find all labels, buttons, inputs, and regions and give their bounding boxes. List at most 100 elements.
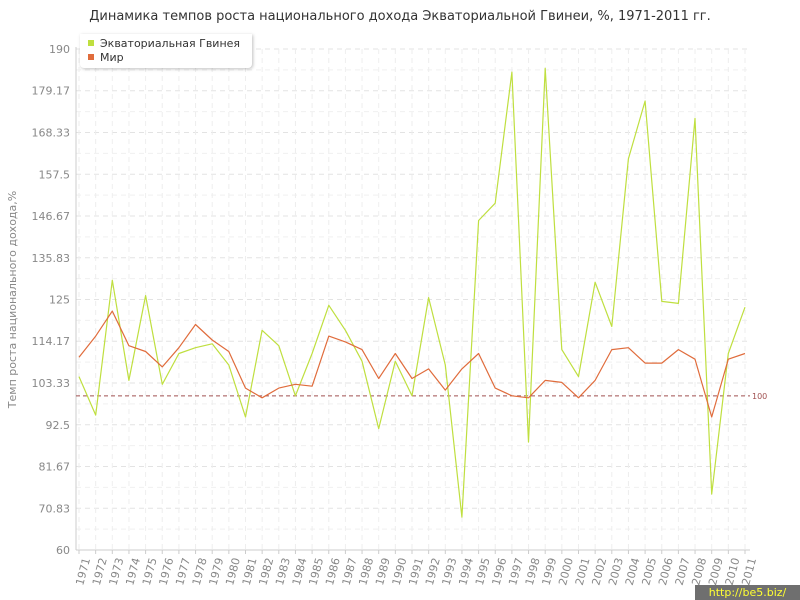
legend-swatch bbox=[88, 54, 94, 60]
y-tick-label: 135.83 bbox=[32, 252, 71, 265]
data-point bbox=[145, 351, 147, 353]
data-point bbox=[378, 378, 380, 380]
data-point bbox=[627, 347, 629, 349]
data-point bbox=[694, 117, 696, 119]
data-point bbox=[677, 302, 679, 304]
y-tick-label: 92.5 bbox=[46, 419, 71, 432]
data-point bbox=[611, 325, 613, 327]
data-point bbox=[261, 397, 263, 399]
data-point bbox=[161, 383, 163, 385]
reference-line-group: 100 bbox=[76, 392, 767, 401]
data-point bbox=[744, 352, 746, 354]
data-point bbox=[294, 395, 296, 397]
data-point bbox=[128, 379, 130, 381]
legend-label: Мир bbox=[100, 51, 124, 64]
data-point bbox=[95, 335, 97, 337]
data-point bbox=[494, 202, 496, 204]
data-point bbox=[461, 516, 463, 518]
data-point bbox=[528, 397, 530, 399]
data-point bbox=[78, 356, 80, 358]
data-point bbox=[644, 100, 646, 102]
data-point bbox=[511, 395, 513, 397]
y-tick-label: 179.17 bbox=[32, 85, 71, 98]
data-point bbox=[478, 219, 480, 221]
data-point bbox=[578, 397, 580, 399]
data-point bbox=[627, 158, 629, 160]
y-tick-label: 190 bbox=[49, 43, 70, 56]
legend-item-equatorial-guinea[interactable]: Экваториальная Гвинея bbox=[88, 37, 240, 51]
y-tick-label: 168.33 bbox=[32, 127, 71, 140]
data-point bbox=[278, 345, 280, 347]
legend: Экваториальная Гвинея Мир bbox=[80, 34, 252, 68]
data-point bbox=[428, 368, 430, 370]
data-point bbox=[578, 376, 580, 378]
data-point bbox=[111, 279, 113, 281]
data-point bbox=[178, 352, 180, 354]
data-point bbox=[661, 300, 663, 302]
data-point bbox=[561, 381, 563, 383]
data-point bbox=[161, 366, 163, 368]
data-point bbox=[195, 347, 197, 349]
data-point bbox=[261, 329, 263, 331]
axes bbox=[75, 47, 750, 554]
series-line-equatorial-guinea bbox=[78, 67, 746, 518]
y-tick-label: 114.17 bbox=[32, 335, 71, 348]
data-point bbox=[411, 395, 413, 397]
data-point bbox=[677, 349, 679, 351]
data-point bbox=[544, 379, 546, 381]
data-point bbox=[461, 368, 463, 370]
data-point bbox=[195, 324, 197, 326]
watermark-link[interactable]: http://be5.biz/ bbox=[695, 585, 800, 600]
y-tick-label: 60 bbox=[56, 544, 70, 557]
data-point bbox=[394, 360, 396, 362]
data-point bbox=[344, 329, 346, 331]
data-point bbox=[544, 67, 546, 69]
y-tick-label: 146.67 bbox=[32, 210, 71, 223]
data-point bbox=[444, 389, 446, 391]
data-point bbox=[727, 352, 729, 354]
data-point bbox=[661, 362, 663, 364]
data-point bbox=[311, 352, 313, 354]
data-point bbox=[328, 304, 330, 306]
data-point bbox=[245, 416, 247, 418]
data-point bbox=[278, 387, 280, 389]
data-point bbox=[511, 71, 513, 73]
data-point bbox=[694, 358, 696, 360]
data-point bbox=[444, 364, 446, 366]
data-point bbox=[294, 383, 296, 385]
grid bbox=[76, 48, 750, 551]
y-tick-label: 157.5 bbox=[39, 168, 71, 181]
y-tick-label: 81.67 bbox=[39, 460, 71, 473]
legend-swatch bbox=[88, 40, 94, 46]
data-point bbox=[727, 358, 729, 360]
data-point bbox=[145, 295, 147, 297]
data-point bbox=[744, 306, 746, 308]
y-axis-label: Темп роста национального дохода,% bbox=[6, 191, 19, 409]
data-point bbox=[711, 416, 713, 418]
tick-labels: 60 70.83 81.67 92.5 103.33 114.17 125 135.83 146… bbox=[6, 43, 759, 587]
data-point bbox=[211, 343, 213, 345]
x-tick-label: 2011 bbox=[739, 556, 759, 586]
data-point bbox=[95, 414, 97, 416]
data-point bbox=[178, 347, 180, 349]
data-point bbox=[211, 339, 213, 341]
chart-title: Динамика темпов роста национального дохо… bbox=[89, 9, 711, 24]
data-point bbox=[478, 352, 480, 354]
data-point bbox=[644, 362, 646, 364]
data-point bbox=[361, 349, 363, 351]
data-point bbox=[344, 341, 346, 343]
data-point bbox=[561, 349, 563, 351]
reference-line-label: 100 bbox=[752, 392, 767, 401]
data-point bbox=[594, 281, 596, 283]
series-line-world bbox=[78, 310, 746, 418]
data-point bbox=[494, 387, 496, 389]
legend-item-world[interactable]: Мир bbox=[88, 51, 124, 65]
data-point bbox=[245, 387, 247, 389]
data-point bbox=[378, 428, 380, 430]
data-point bbox=[411, 378, 413, 380]
y-tick-label: 103.33 bbox=[32, 377, 71, 390]
data-point bbox=[228, 351, 230, 353]
data-point bbox=[111, 310, 113, 312]
data-point bbox=[711, 493, 713, 495]
data-point bbox=[311, 385, 313, 387]
